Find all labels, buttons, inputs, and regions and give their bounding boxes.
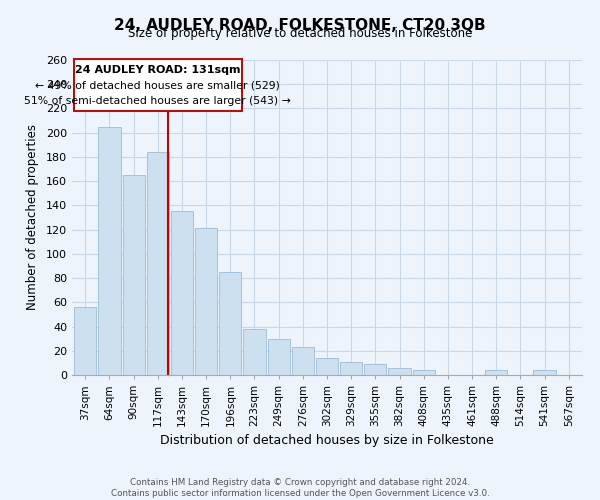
Text: 51% of semi-detached houses are larger (543) →: 51% of semi-detached houses are larger (… (25, 96, 291, 106)
X-axis label: Distribution of detached houses by size in Folkestone: Distribution of detached houses by size … (160, 434, 494, 448)
FancyBboxPatch shape (74, 59, 242, 111)
Text: 24, AUDLEY ROAD, FOLKESTONE, CT20 3QB: 24, AUDLEY ROAD, FOLKESTONE, CT20 3QB (114, 18, 486, 32)
Bar (74, 307, 97, 375)
Text: Size of property relative to detached houses in Folkestone: Size of property relative to detached ho… (128, 28, 472, 40)
Bar (485, 370, 508, 375)
Bar (413, 370, 435, 375)
Bar (533, 370, 556, 375)
Text: ← 49% of detached houses are smaller (529): ← 49% of detached houses are smaller (52… (35, 80, 280, 90)
Bar (268, 338, 290, 375)
Bar (146, 152, 169, 375)
Y-axis label: Number of detached properties: Number of detached properties (26, 124, 39, 310)
Bar (244, 329, 266, 375)
Bar (292, 347, 314, 375)
Bar (340, 362, 362, 375)
Bar (98, 126, 121, 375)
Bar (195, 228, 217, 375)
Text: Contains HM Land Registry data © Crown copyright and database right 2024.
Contai: Contains HM Land Registry data © Crown c… (110, 478, 490, 498)
Bar (364, 364, 386, 375)
Bar (122, 175, 145, 375)
Bar (219, 272, 241, 375)
Bar (171, 212, 193, 375)
Bar (388, 368, 410, 375)
Text: 24 AUDLEY ROAD: 131sqm: 24 AUDLEY ROAD: 131sqm (75, 64, 241, 74)
Bar (316, 358, 338, 375)
